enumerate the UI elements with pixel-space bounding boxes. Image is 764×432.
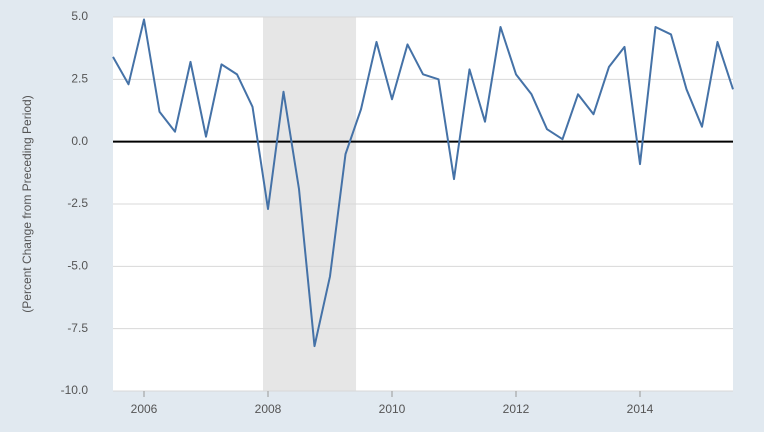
y-tick-label: 5.0: [71, 9, 88, 23]
y-axis-label: (Percent Change from Preceding Period): [20, 95, 34, 312]
y-tick-label: -2.5: [67, 196, 88, 210]
x-tick-label: 2006: [131, 402, 158, 416]
y-tick-label: 0.0: [71, 134, 88, 148]
x-tick-label: 2008: [255, 402, 282, 416]
x-tick-label: 2014: [627, 402, 654, 416]
y-tick-label: 2.5: [71, 72, 88, 86]
y-tick-label: -7.5: [67, 321, 88, 335]
x-tick-label: 2010: [379, 402, 406, 416]
data-line: [112, 18, 734, 348]
y-tick-label: -10.0: [61, 383, 89, 397]
x-tick-label: 2012: [503, 402, 530, 416]
y-tick-label: -5.0: [67, 259, 88, 273]
